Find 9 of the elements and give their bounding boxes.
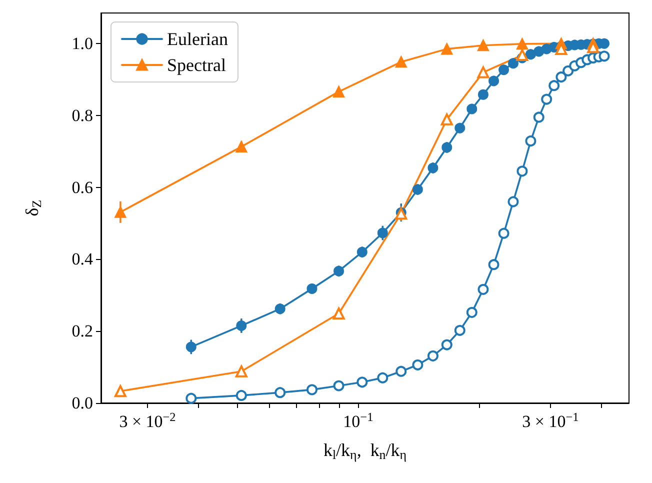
y-tick-label: 1.0 <box>72 34 93 54</box>
y-tick-label: 0.2 <box>72 322 93 341</box>
y-axis-title: δZ <box>22 200 44 216</box>
y-tick-label: 0.8 <box>72 106 93 125</box>
legend-label: Spectral <box>167 55 226 75</box>
y-tick-label: 0.0 <box>72 394 93 412</box>
y-tick-label: 0.4 <box>72 250 94 269</box>
y-tick-label: 0.6 <box>72 178 93 197</box>
legend-label: Eulerian <box>167 29 228 49</box>
